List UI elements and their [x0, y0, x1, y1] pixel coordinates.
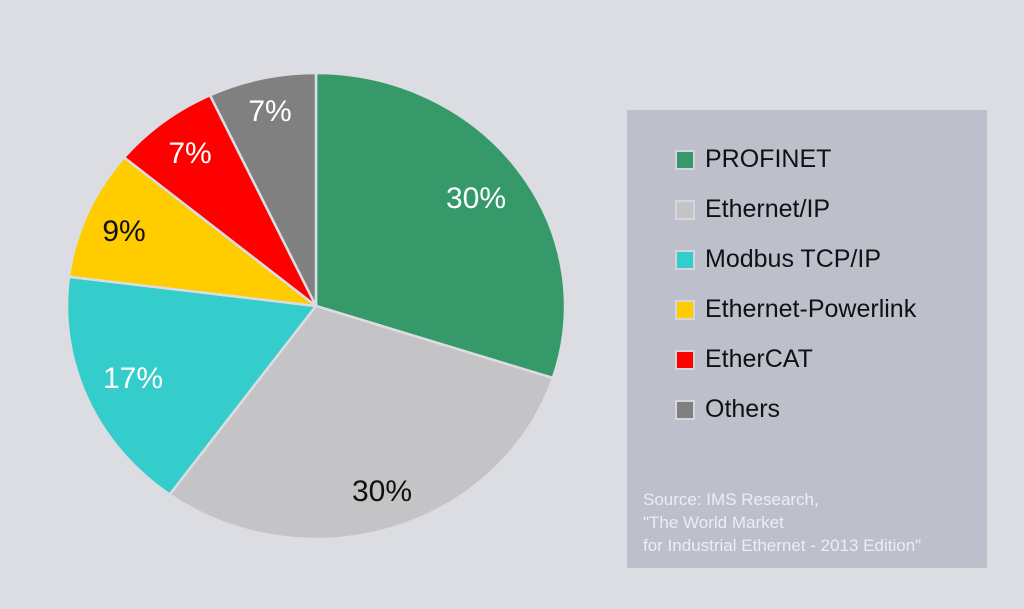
- source-line-1: Source: IMS Research,: [643, 490, 819, 509]
- pie-slice-profinet: [314, 71, 567, 380]
- legend-swatch-icon: [675, 199, 695, 220]
- pie-slice-ethercat: [122, 93, 318, 307]
- legend-item-ethernet-ip: Ethernet/IP: [675, 195, 830, 224]
- slice-percent-label: 17%: [103, 362, 163, 395]
- legend-label: Others: [705, 395, 781, 423]
- legend-swatch-icon: [675, 249, 695, 270]
- pie-slice-modbus-tcp-ip: [65, 275, 319, 497]
- slice-percent-label: 9%: [102, 215, 145, 248]
- legend-item-powerlink: Ethernet-Powerlink: [675, 295, 916, 324]
- legend-swatch-icon: [675, 149, 695, 170]
- legend-swatch-icon: [675, 399, 695, 420]
- legend-label: Ethernet/IP: [705, 195, 831, 223]
- legend-label: EtherCAT: [705, 345, 813, 373]
- slice-percent-label: 7%: [168, 137, 211, 170]
- pie-slice-others: [208, 71, 318, 307]
- slice-percent-label: 30%: [352, 475, 412, 508]
- legend-item-others: Others: [675, 395, 780, 424]
- legend-item-modbus: Modbus TCP/IP: [675, 245, 881, 274]
- legend-panel: PROFINET Ethernet/IP Modbus TCP/IP Ether…: [627, 110, 987, 568]
- legend-swatch-icon: [675, 349, 695, 370]
- slice-percent-label: 7%: [248, 95, 291, 128]
- legend-label: Ethernet-Powerlink: [705, 295, 917, 323]
- legend-item-profinet: PROFINET: [675, 145, 831, 174]
- pie-slice-ethernet-powerlink: [67, 155, 321, 308]
- legend-item-ethercat: EtherCAT: [675, 345, 813, 374]
- source-note: Source: IMS Research, "The World Market …: [643, 488, 921, 557]
- legend-swatch-icon: [675, 299, 695, 320]
- legend-label: PROFINET: [705, 145, 832, 173]
- slice-percent-label: 30%: [446, 182, 506, 215]
- legend-label: Modbus TCP/IP: [705, 245, 882, 273]
- source-line-3: for Industrial Ethernet - 2013 Edition": [643, 536, 922, 555]
- source-line-2: "The World Market: [643, 513, 784, 532]
- pie-slice-ethernet-ip: [167, 304, 555, 541]
